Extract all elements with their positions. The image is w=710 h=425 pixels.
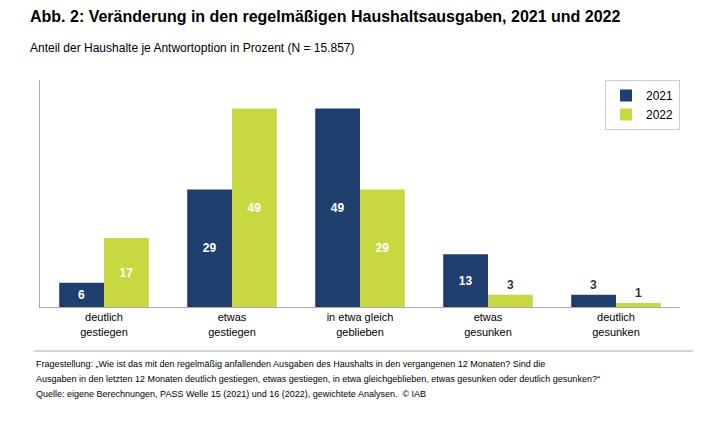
svg-text:2021: 2021: [646, 89, 673, 103]
svg-text:13: 13: [459, 274, 473, 288]
svg-text:in etwa gleichgeblieben: in etwa gleichgeblieben: [327, 311, 394, 337]
svg-text:17: 17: [120, 266, 134, 280]
svg-text:6: 6: [78, 288, 85, 302]
svg-text:Abb. 2: Veränderung in den reg: Abb. 2: Veränderung in den regelmäßigen …: [30, 8, 620, 25]
svg-text:deutlichgesunken: deutlichgesunken: [592, 311, 640, 337]
svg-text:49: 49: [331, 201, 345, 215]
svg-text:3: 3: [507, 278, 514, 292]
svg-text:29: 29: [376, 241, 390, 255]
svg-text:deutlichgestiegen: deutlichgestiegen: [80, 311, 128, 337]
svg-text:29: 29: [203, 241, 217, 255]
svg-text:1: 1: [635, 286, 642, 300]
svg-text:etwasgesunken: etwasgesunken: [464, 311, 512, 337]
svg-text:49: 49: [248, 201, 262, 215]
svg-text:Quelle: eigene Berechnungen, P: Quelle: eigene Berechnungen, PASS Welle …: [36, 389, 426, 399]
svg-text:2022: 2022: [646, 108, 673, 122]
svg-text:etwasgestiegen: etwasgestiegen: [208, 311, 256, 337]
svg-text:Fragestellung: „Wie ist das mi: Fragestellung: „Wie ist das mit den rege…: [36, 359, 545, 369]
svg-text:Anteil der Haushalte je Antwor: Anteil der Haushalte je Antwortoption in…: [30, 41, 355, 55]
svg-text:3: 3: [590, 278, 597, 292]
svg-text:Ausgaben in den letzten 12 Mon: Ausgaben in den letzten 12 Monaten deutl…: [36, 374, 600, 384]
